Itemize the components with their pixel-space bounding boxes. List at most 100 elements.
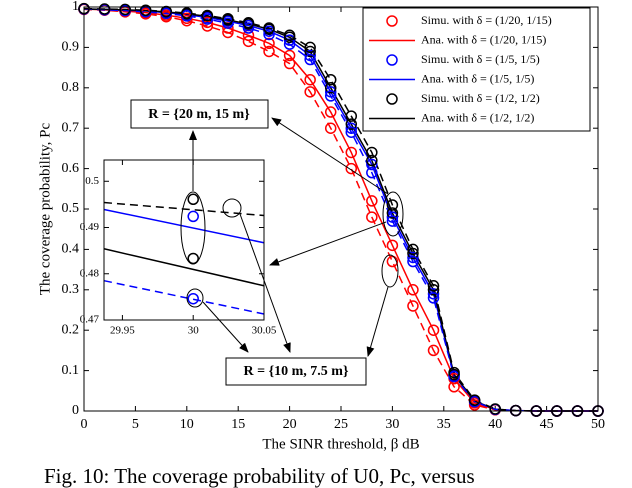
x-tick-label: 25	[334, 417, 348, 432]
marker	[407, 247, 419, 260]
marker	[345, 146, 358, 159]
legend-label: Simu. with δ = (1/5, 1/5)	[421, 52, 540, 66]
axes-box	[103, 159, 265, 321]
annotation: R = {10 m, 7.5 m}	[244, 364, 349, 379]
marker	[98, 3, 111, 15]
y-tick-label: 0.6	[62, 161, 80, 176]
marker	[427, 292, 440, 304]
marker	[345, 126, 358, 138]
x-tick-label: 30	[188, 325, 200, 337]
marker	[304, 49, 316, 62]
inset-background	[104, 160, 264, 320]
marker	[366, 146, 378, 159]
y-axis-label: The coverage probability, Pc	[37, 123, 53, 296]
marker	[407, 251, 419, 264]
ellipse	[186, 288, 204, 308]
marker	[304, 86, 316, 98]
y-tick-label: 0.48	[80, 267, 100, 279]
y-tick-label: 0.49	[80, 221, 100, 233]
marker	[386, 215, 399, 227]
annotation: R = {20 m, 15 m}	[148, 107, 250, 122]
marker	[345, 110, 358, 122]
marker	[263, 45, 275, 58]
series-line	[103, 201, 265, 217]
legend-label: Ana. with δ = (1/2, 1/2)	[421, 110, 534, 124]
y-tick-label: 0.1	[62, 363, 80, 378]
y-tick-label: 0.2	[62, 322, 80, 337]
marker	[407, 284, 419, 296]
ellipse	[180, 191, 206, 265]
y-tick-label: 0	[72, 403, 79, 418]
ellipse	[382, 191, 404, 237]
marker	[366, 166, 378, 179]
marker	[187, 292, 199, 305]
main-plot: 0 5 10 15 20 25 30 35 40 45 50 0 0.1 0.2 0.3 0.4 0.5 0.6 0…	[37, 0, 605, 452]
marker	[187, 193, 199, 206]
marker	[345, 118, 358, 130]
marker	[304, 41, 316, 54]
y-tick-label: 0.7	[62, 120, 80, 135]
legend-label: Ana. with δ = (1/20, 1/15)	[421, 32, 546, 46]
marker	[366, 195, 378, 207]
x-tick-label: 35	[437, 417, 451, 432]
ellipse	[381, 254, 399, 288]
series-line	[103, 248, 265, 287]
y-tick-label: 0.5	[85, 175, 99, 187]
arrow	[271, 117, 389, 195]
marker	[427, 284, 440, 296]
marker	[242, 17, 255, 29]
series-line	[103, 208, 265, 244]
marker	[468, 399, 481, 411]
marker	[386, 211, 399, 223]
marker	[304, 53, 316, 66]
marker	[201, 9, 214, 22]
legend-swatch	[386, 15, 398, 27]
marker	[242, 35, 255, 48]
marker	[160, 10, 172, 23]
marker	[160, 5, 172, 18]
x-tick-label: 30	[385, 417, 399, 432]
arrow	[239, 213, 291, 353]
annotation-box	[130, 99, 269, 129]
marker	[366, 154, 378, 167]
legend-label: Simu. with δ = (1/2, 1/2)	[421, 91, 540, 105]
y-tick-label: 0.47	[80, 314, 100, 326]
marker	[366, 211, 378, 223]
arrow	[366, 286, 389, 357]
marker	[263, 37, 275, 50]
marker	[304, 45, 316, 58]
inset-plot: 29.95 30 30.05 0.47 0.48 0.49 0.5	[80, 159, 277, 337]
marker	[324, 106, 337, 118]
caption: Fig. 10: The coverage probability of U0,…	[44, 464, 475, 488]
marker	[468, 394, 481, 406]
annotations	[130, 99, 404, 386]
marker	[181, 7, 193, 19]
marker	[187, 210, 199, 223]
marker	[324, 90, 337, 102]
marker	[139, 4, 152, 16]
marker	[427, 280, 440, 292]
x-tick-label: 15	[231, 417, 245, 432]
arrow	[269, 221, 387, 266]
legend-label: Simu. with δ = (1/20, 1/15)	[421, 13, 552, 27]
legend: Simu. with δ = (1/20, 1/15) Ana. with δ =…	[362, 7, 591, 132]
marker	[427, 344, 440, 357]
marker	[283, 49, 296, 62]
marker	[263, 22, 275, 34]
marker	[324, 122, 337, 134]
x-tick-label: 5	[132, 417, 139, 432]
marker	[427, 324, 440, 336]
y-tick-label: 0.3	[62, 282, 80, 297]
series-line	[103, 279, 265, 315]
legend-swatch	[386, 54, 398, 66]
marker	[222, 17, 234, 29]
y-tick-label: 0.9	[62, 40, 80, 55]
marker	[407, 255, 419, 268]
marker	[201, 13, 214, 25]
legend-swatch	[386, 93, 398, 105]
x-tick-label: 0	[81, 417, 88, 432]
marker	[263, 28, 275, 41]
arrow	[202, 301, 249, 353]
y-tick-label: 0.8	[62, 80, 80, 95]
marker	[324, 82, 337, 94]
